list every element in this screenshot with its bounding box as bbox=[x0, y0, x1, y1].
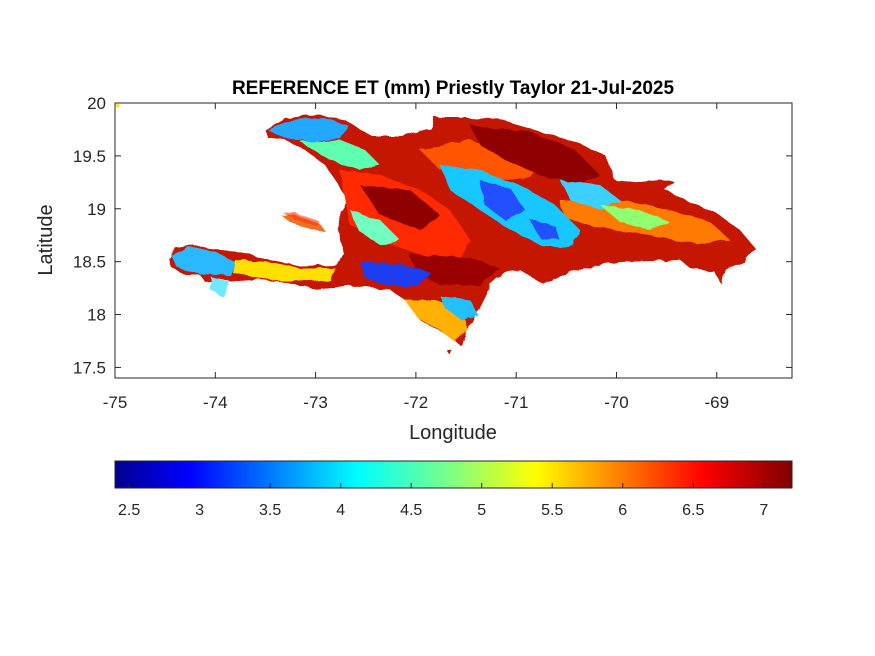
y-tick-label: 19.5 bbox=[73, 147, 106, 166]
colorbar-tick-label: 3 bbox=[195, 502, 204, 519]
y-tick-label: 18 bbox=[87, 306, 106, 325]
y-tick-label: 18.5 bbox=[73, 253, 106, 272]
gonave-island bbox=[282, 212, 320, 226]
colorbar-tick-label: 7 bbox=[759, 502, 768, 519]
island-hispaniola bbox=[116, 104, 755, 355]
x-tick-label: -74 bbox=[203, 393, 228, 412]
colorbar-tick-label: 5.5 bbox=[541, 502, 563, 519]
x-tick-label: -75 bbox=[103, 393, 128, 412]
y-tick-label: 20 bbox=[87, 94, 106, 113]
colorbar-tick-label: 2.5 bbox=[118, 502, 140, 519]
y-tick-label: 19 bbox=[87, 200, 106, 219]
colorbar-tick-label: 5 bbox=[477, 502, 486, 519]
map-layer bbox=[116, 104, 755, 355]
x-tick-label: -72 bbox=[404, 393, 429, 412]
colorbar-tick-label: 3.5 bbox=[259, 502, 281, 519]
colorbar-tick-label: 4 bbox=[336, 502, 345, 519]
colorbar-tick-label: 4.5 bbox=[400, 502, 422, 519]
plot-frame bbox=[114, 102, 793, 379]
colorbar bbox=[114, 460, 793, 489]
x-tick-label: -73 bbox=[303, 393, 328, 412]
colorbar-ticks: 2.5 3 3.5 4 4.5 5 5.5 6 6.5 7 bbox=[118, 483, 768, 519]
chart-title: REFERENCE ET (mm) Priestly Taylor 21-Jul… bbox=[232, 78, 674, 99]
x-tick-label: -69 bbox=[704, 393, 729, 412]
y-tick-label: 17.5 bbox=[73, 358, 106, 377]
colorbar-tick-label: 6 bbox=[618, 502, 627, 519]
y-axis-label: Latitude bbox=[35, 204, 57, 275]
tortuga-island bbox=[280, 214, 326, 232]
colorbar-tick-label: 6.5 bbox=[682, 502, 704, 519]
y-axis-ticks: 17.5 18 18.5 19 19.5 20 bbox=[73, 94, 792, 377]
x-tick-label: -70 bbox=[604, 393, 629, 412]
x-tick-label: -71 bbox=[504, 393, 529, 412]
x-axis-ticks: -75 -74 -73 -72 -71 -70 -69 bbox=[103, 103, 729, 412]
x-axis-label: Longitude bbox=[409, 422, 497, 444]
